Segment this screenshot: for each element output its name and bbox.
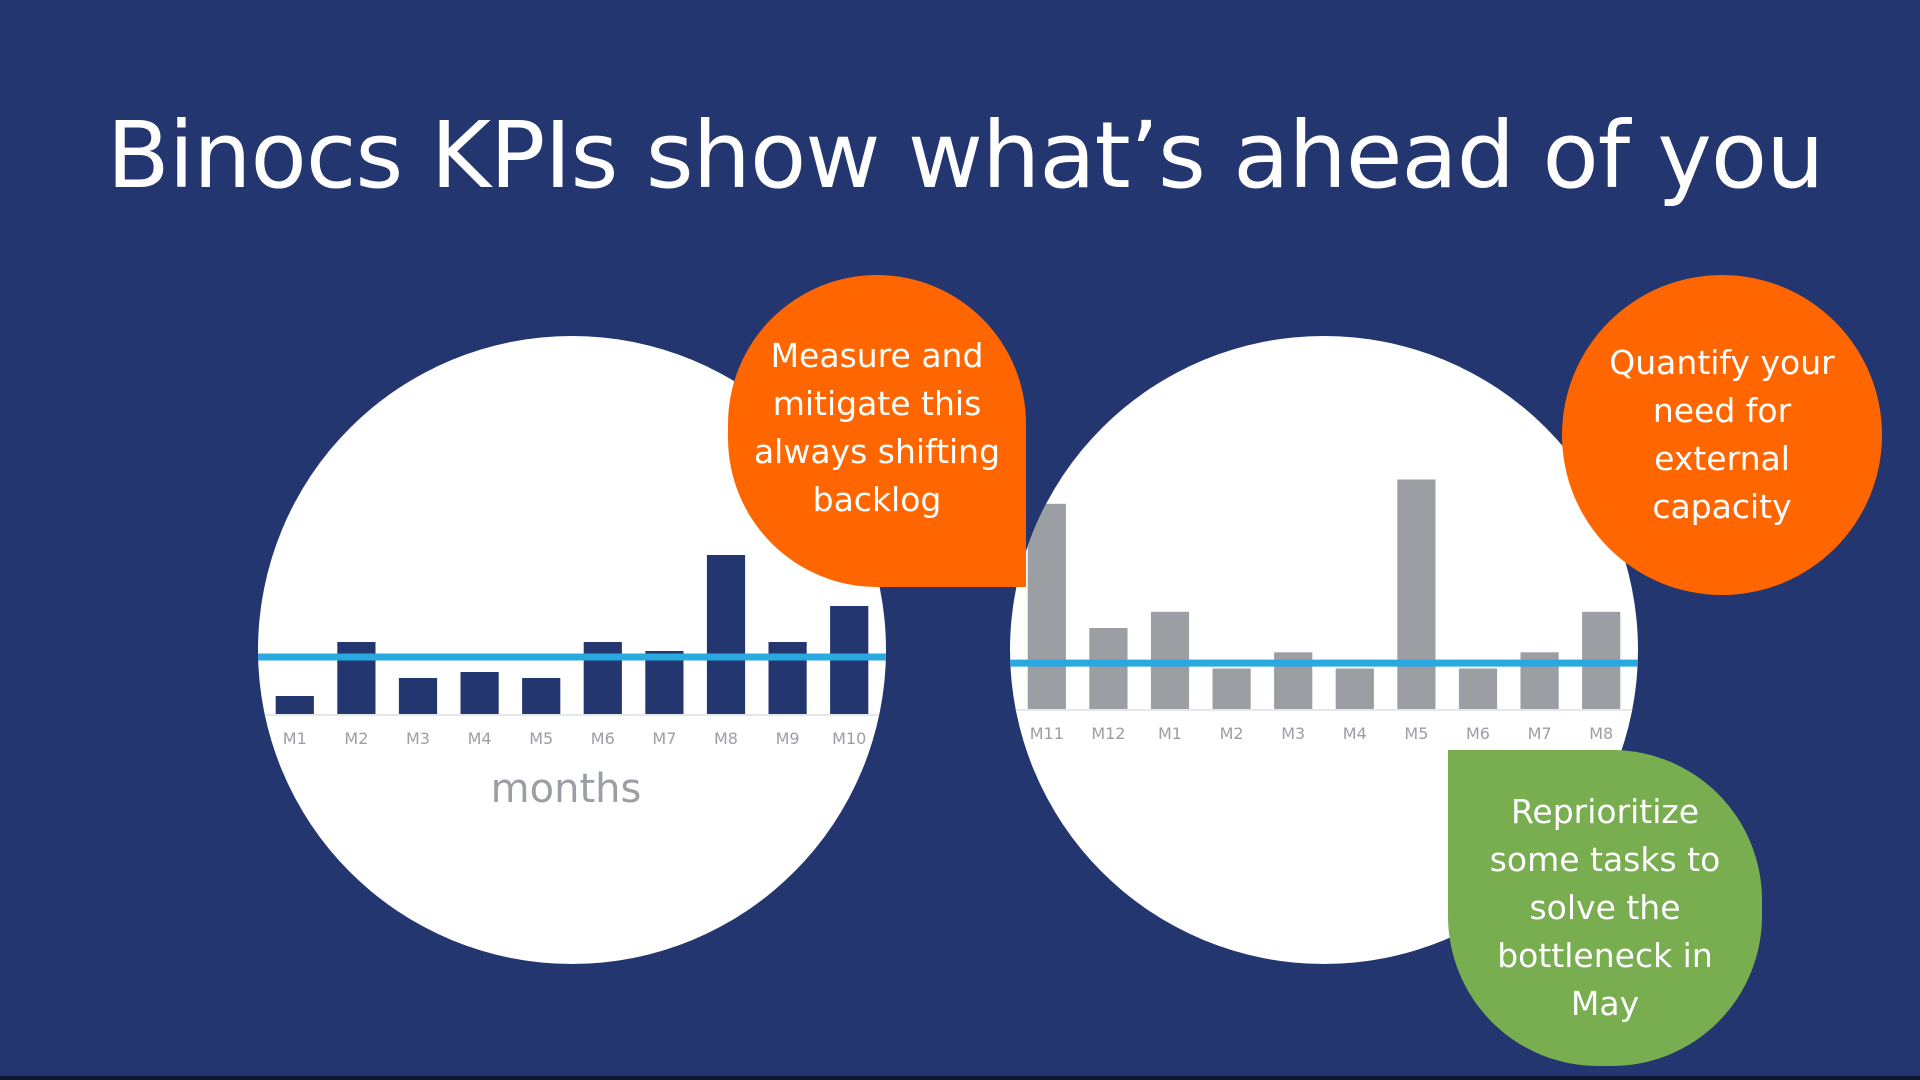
left-chart-bar-m8	[706, 555, 746, 714]
left-chart-bar-m5	[522, 678, 561, 714]
left-chart-tick-label-m7: M7	[652, 729, 676, 748]
right-chart-tick-label-m4: M4	[1343, 724, 1367, 743]
right-chart-bar-m4	[1335, 668, 1374, 709]
right-chart-tick-label-m8: M8	[1589, 724, 1613, 743]
left-chart-tick-label-m5: M5	[529, 729, 553, 748]
left-chart-x-axis-label: months	[491, 766, 642, 812]
right-chart-tick-label-m6: M6	[1466, 724, 1490, 743]
left-chart-tick-label-m1: M1	[283, 729, 307, 748]
left-chart-tick-label-m4: M4	[468, 729, 492, 748]
left-chart-tick-label-m10: M10	[832, 729, 866, 748]
right-chart-tick-label-m3: M3	[1281, 724, 1305, 743]
right-chart-tick-label-m7: M7	[1528, 724, 1552, 743]
backlog-callout-text: Measure and mitigate this always shiftin…	[753, 336, 1001, 519]
right-chart-tick-label-m2: M2	[1220, 724, 1244, 743]
left-chart-bar-m3	[398, 678, 438, 714]
right-chart-tick-label-m11: M11	[1030, 724, 1064, 743]
right-chart-tick-label-m5: M5	[1404, 724, 1428, 743]
right-chart-bar-m6	[1458, 668, 1498, 709]
capacity-callout-text: Quantify your need for external capacity	[1609, 343, 1835, 526]
left-chart-bar-m9	[768, 642, 807, 714]
left-chart-bar-m6	[583, 642, 622, 714]
slide-title: Binocs KPIs show what’s ahead of you	[106, 102, 1825, 209]
backlog-callout: Measure and mitigate this always shiftin…	[728, 275, 1026, 587]
right-chart-bar-m12	[1089, 628, 1128, 709]
left-chart-bar-m2	[337, 642, 376, 714]
left-chart-tick-label-m6: M6	[591, 729, 615, 748]
left-chart-bar-m1	[275, 696, 314, 714]
right-chart-bar-m5	[1397, 479, 1436, 709]
bottom-strip	[0, 1076, 1920, 1080]
right-chart-bar-m2	[1212, 668, 1251, 709]
left-chart-bar-m4	[460, 672, 499, 714]
left-chart-tick-label-m8: M8	[714, 729, 738, 748]
right-chart-tick-label-m1: M1	[1158, 724, 1182, 743]
right-chart-bar-m11	[1027, 503, 1066, 709]
right-bar-chart: M11 M12 M1 M2 M3 M4 M5 M6 M7 M8	[1010, 479, 1638, 743]
left-chart-tick-label-m9: M9	[776, 729, 800, 748]
reprioritize-callout-text: Reprioritize some tasks to solve the bot…	[1489, 792, 1721, 1023]
capacity-callout: Quantify your need for external capacity	[1562, 275, 1882, 595]
left-chart-tick-label-m2: M2	[344, 729, 368, 748]
left-chart-tick-label-m3: M3	[406, 729, 430, 748]
left-bar-chart: M1 M2 M3 M4 M5 M6 M7 M8 M9 M10 months	[258, 555, 886, 812]
left-chart-bar-m7	[645, 651, 684, 714]
right-chart-tick-label-m12: M12	[1091, 724, 1125, 743]
reprioritize-callout: Reprioritize some tasks to solve the bot…	[1448, 750, 1762, 1066]
